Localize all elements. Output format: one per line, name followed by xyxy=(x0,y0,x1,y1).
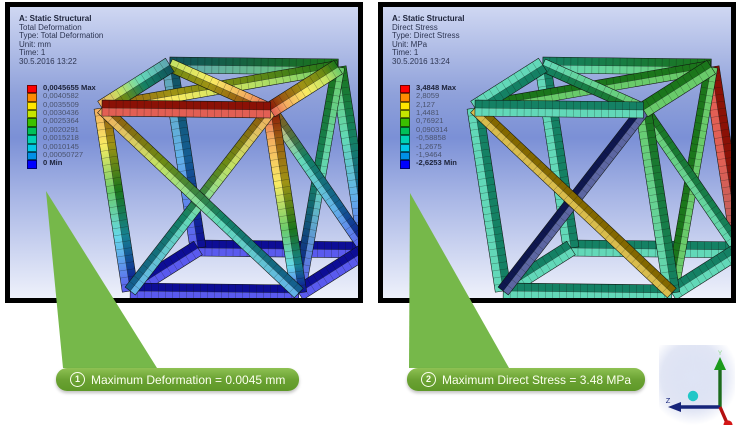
svg-text:Z: Z xyxy=(666,396,671,405)
svg-text:Y: Y xyxy=(718,350,723,357)
